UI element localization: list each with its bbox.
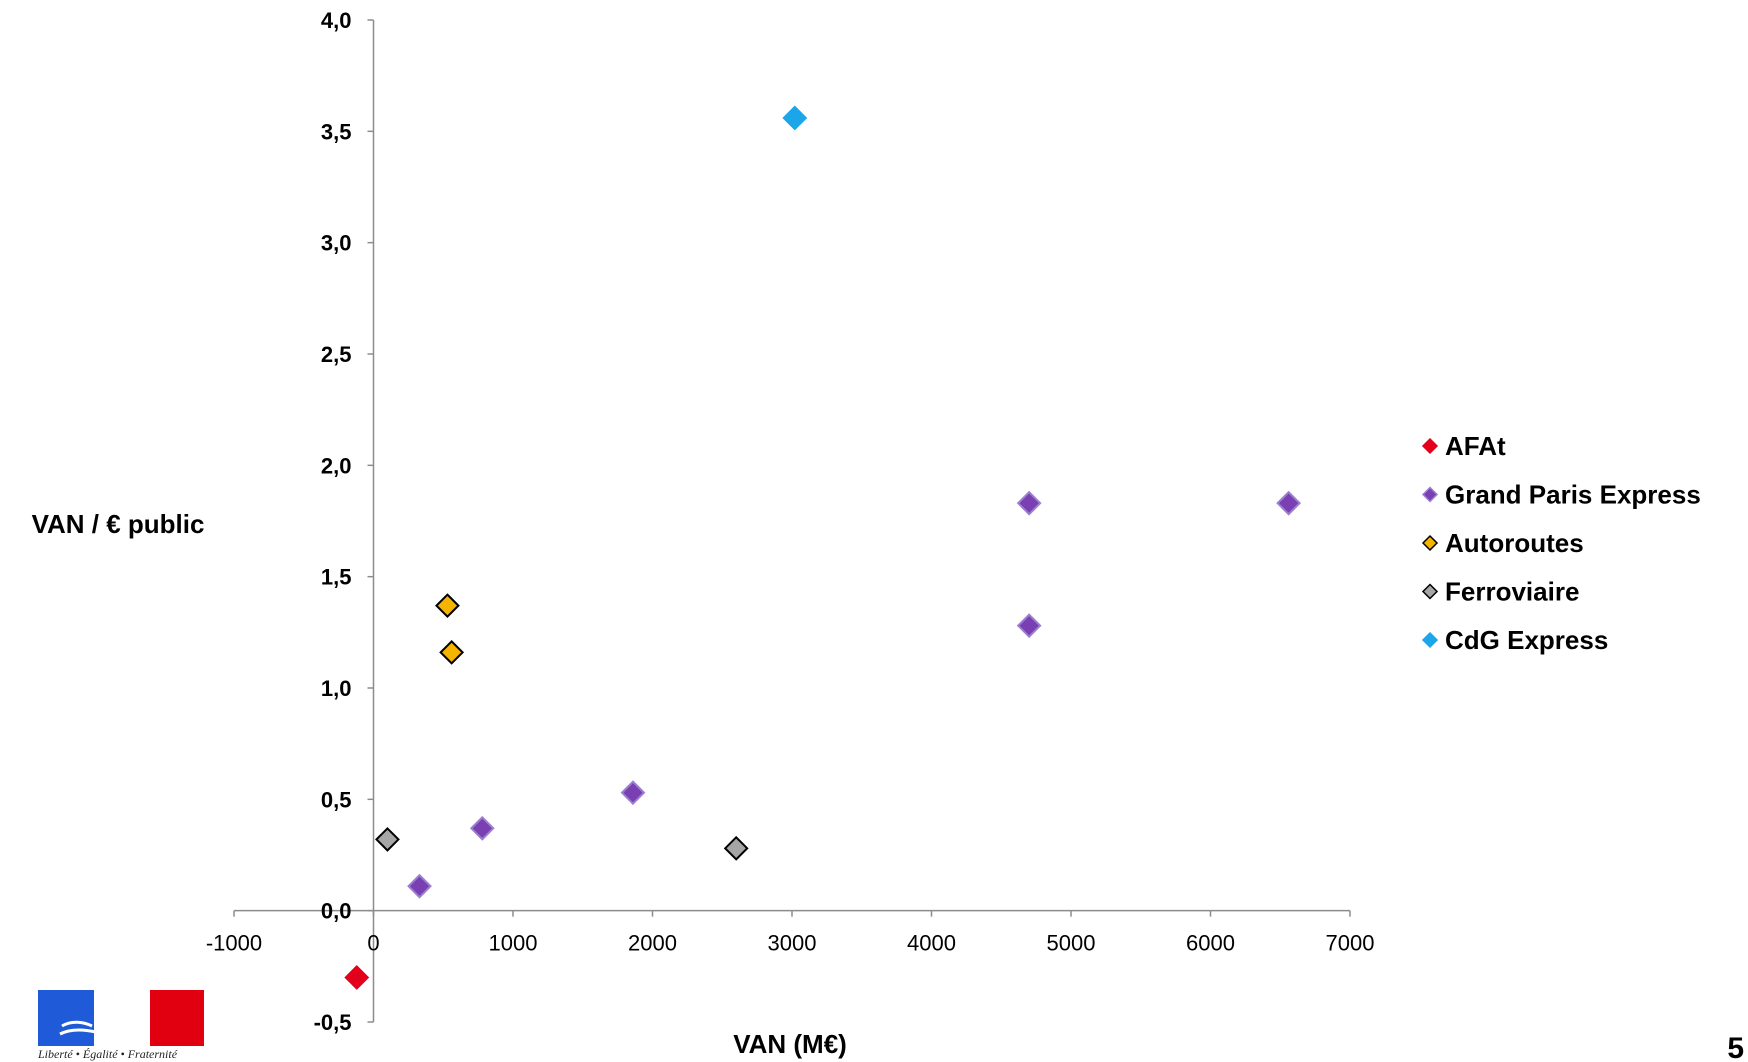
x-tick-labels: -1000 0 1000 2000 3000 4000 5000 6000 7000 <box>206 931 1375 956</box>
republique-francaise-logo: Liberté • Égalité • Fraternité <box>37 990 204 1061</box>
legend-entry-grand-paris-express: Grand Paris Express <box>1421 480 1701 510</box>
x-tick-label: 6000 <box>1186 931 1235 956</box>
point-autoroutes <box>439 639 465 665</box>
page-number: 5 <box>1727 1032 1744 1062</box>
legend-label-ferroviaire: Ferroviaire <box>1445 577 1579 607</box>
legend-entry-afat: AFAt <box>1421 431 1506 461</box>
point-grand-paris-express <box>469 815 495 841</box>
legend-entry-ferroviaire: Ferroviaire <box>1421 577 1579 607</box>
y-axis-title: VAN / € public <box>32 509 205 539</box>
y-tick-label: 3,0 <box>321 231 352 256</box>
point-cdg-express <box>782 105 808 131</box>
x-tick-label: 4000 <box>907 931 956 956</box>
legend-entry-autoroutes: Autoroutes <box>1421 528 1584 558</box>
data-points <box>344 105 1302 990</box>
legend-label-cdg-express: CdG Express <box>1445 625 1608 655</box>
point-grand-paris-express <box>1016 490 1042 516</box>
logo-red-band <box>150 990 204 1046</box>
y-tick-label: 4,0 <box>321 8 352 33</box>
x-tick-label: 3000 <box>768 931 817 956</box>
legend-label-afat: AFAt <box>1445 431 1506 461</box>
x-tick-label: -1000 <box>206 931 262 956</box>
point-grand-paris-express <box>1276 490 1302 516</box>
y-tick-label: 0,5 <box>321 787 352 812</box>
x-tick-label: 1000 <box>489 931 538 956</box>
point-ferroviaire <box>723 835 749 861</box>
marianne-hair-icon <box>118 990 150 1046</box>
legend-marker-cdg-express <box>1421 631 1439 649</box>
legend-marker-ferroviaire <box>1421 583 1439 600</box>
y-tick-labels: -0,5 0,0 0,5 1,0 1,5 2,0 2,5 3,0 3,5 4,0 <box>314 8 352 1035</box>
point-autoroutes <box>435 593 460 619</box>
y-tick-label: 2,5 <box>321 342 352 367</box>
legend: AFAt Grand Paris Express Autoroutes Ferrovi… <box>1421 431 1701 655</box>
x-tick-label: 2000 <box>628 931 677 956</box>
y-tick-label: 1,5 <box>321 565 352 590</box>
point-grand-paris-express <box>620 780 646 806</box>
legend-label-grand-paris-express: Grand Paris Express <box>1445 480 1701 510</box>
point-ferroviaire <box>375 826 400 852</box>
y-tick-label: 3,5 <box>321 119 352 144</box>
marianne-profile-icon <box>96 990 129 1046</box>
point-grand-paris-express <box>1016 613 1042 639</box>
y-tick-label: 1,0 <box>321 676 352 701</box>
point-grand-paris-express <box>407 873 432 899</box>
legend-marker-grand-paris-express <box>1421 486 1439 503</box>
legend-entry-cdg-express: CdG Express <box>1421 625 1608 655</box>
x-tick-label: 0 <box>367 931 379 956</box>
legend-marker-autoroutes <box>1421 534 1439 552</box>
legend-label-autoroutes: Autoroutes <box>1445 528 1584 558</box>
x-tick-label: 5000 <box>1047 931 1096 956</box>
y-tick-label: -0,5 <box>314 1010 352 1035</box>
x-axis-title: VAN (M€) <box>733 1029 847 1059</box>
y-tick-label: 0,0 <box>321 899 352 924</box>
logo-motto: Liberté • Égalité • Fraternité <box>37 1047 178 1061</box>
legend-marker-afat <box>1421 437 1439 455</box>
marianne-wave-icon <box>59 1020 97 1036</box>
y-tick-label: 2,0 <box>321 453 352 478</box>
axes <box>233 19 1351 1023</box>
x-tick-label: 7000 <box>1326 931 1375 956</box>
logo-blue-band <box>38 990 94 1046</box>
point-afat <box>344 965 370 990</box>
